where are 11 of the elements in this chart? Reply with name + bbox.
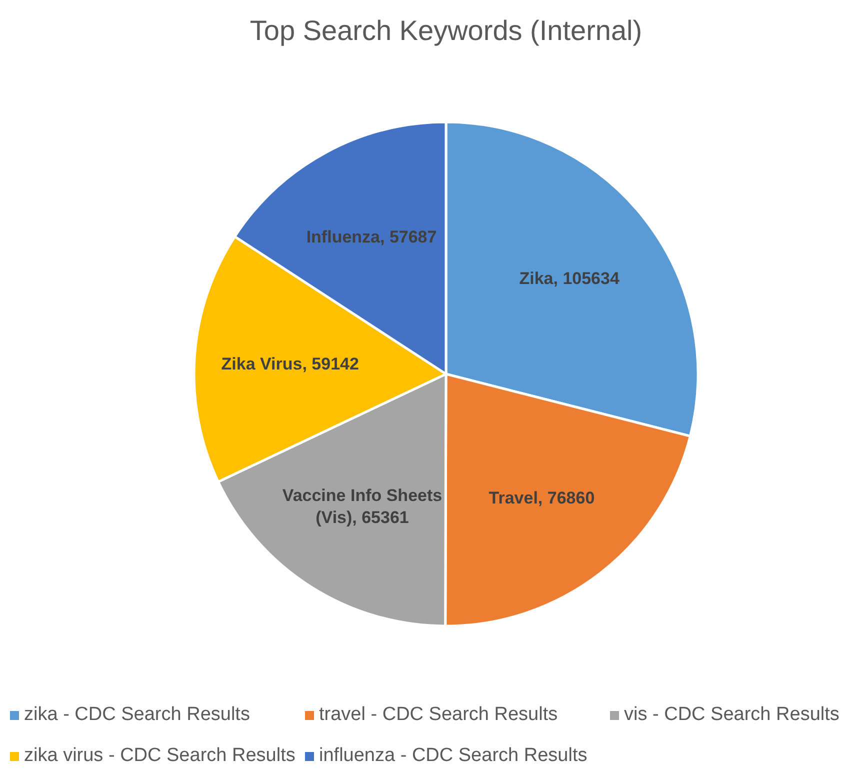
legend-label: zika - CDC Search Results [24,704,250,725]
legend-label: influenza - CDC Search Results [319,745,588,766]
legend-label: travel - CDC Search Results [319,704,558,725]
legend-label: vis - CDC Search Results [624,704,840,725]
data-label: Travel, 76860 [488,488,595,508]
data-label: Influenza, 57687 [306,228,437,247]
data-label: Vaccine Info Sheets (Vis), 65361 [282,486,442,527]
data-label: Zika Virus, 59142 [221,354,359,374]
legend-label: zika virus - CDC Search Results [24,745,296,766]
chart-title: Top Search Keywords (Internal) [250,15,642,46]
data-label: Zika, 105634 [519,269,620,288]
